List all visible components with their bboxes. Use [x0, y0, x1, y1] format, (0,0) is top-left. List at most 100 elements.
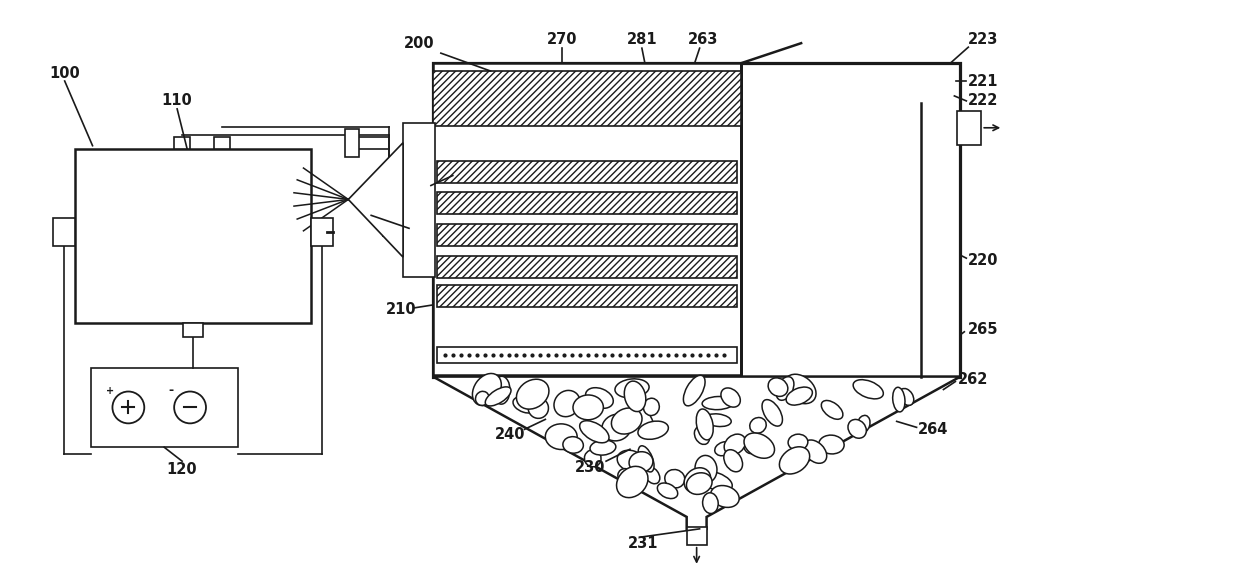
Bar — [436, 347, 738, 362]
Bar — [74, 148, 311, 323]
Ellipse shape — [563, 437, 583, 453]
Ellipse shape — [848, 419, 867, 438]
Text: 230: 230 — [575, 459, 605, 474]
Ellipse shape — [683, 375, 706, 406]
Ellipse shape — [615, 379, 649, 398]
Text: 240: 240 — [495, 427, 526, 442]
Text: 231: 231 — [627, 536, 658, 551]
Bar — [53, 218, 74, 246]
Ellipse shape — [821, 400, 843, 419]
Ellipse shape — [475, 392, 490, 405]
Ellipse shape — [629, 405, 653, 432]
Ellipse shape — [611, 408, 642, 434]
Ellipse shape — [546, 424, 577, 450]
Bar — [436, 256, 738, 278]
Ellipse shape — [629, 385, 641, 411]
Text: 265: 265 — [968, 322, 998, 338]
Ellipse shape — [704, 414, 732, 426]
Text: 263: 263 — [687, 32, 718, 47]
Ellipse shape — [804, 440, 827, 463]
Bar — [184, 323, 203, 337]
Ellipse shape — [629, 452, 653, 473]
Ellipse shape — [714, 442, 734, 456]
Text: 110: 110 — [161, 93, 192, 108]
Bar — [433, 63, 960, 376]
Bar — [215, 137, 229, 148]
Bar — [687, 527, 707, 545]
Bar — [311, 218, 334, 246]
Ellipse shape — [694, 455, 717, 483]
Bar — [403, 123, 435, 277]
Text: 250: 250 — [381, 225, 412, 240]
Ellipse shape — [480, 380, 501, 405]
Ellipse shape — [786, 387, 812, 405]
Text: 223: 223 — [968, 32, 998, 47]
Ellipse shape — [744, 437, 759, 454]
Text: 262: 262 — [959, 372, 988, 387]
Ellipse shape — [601, 414, 631, 441]
Ellipse shape — [513, 397, 538, 413]
Ellipse shape — [744, 433, 775, 458]
Text: 200: 200 — [404, 36, 434, 50]
Ellipse shape — [893, 387, 905, 412]
Ellipse shape — [696, 409, 713, 440]
Bar — [433, 63, 742, 375]
Ellipse shape — [639, 446, 653, 472]
Text: +: + — [60, 223, 68, 233]
Bar — [436, 285, 738, 307]
Ellipse shape — [637, 421, 668, 439]
Ellipse shape — [590, 440, 616, 455]
Text: 270: 270 — [547, 32, 578, 47]
Ellipse shape — [768, 378, 787, 396]
Ellipse shape — [720, 388, 740, 407]
Text: 222: 222 — [968, 93, 998, 108]
Ellipse shape — [494, 376, 510, 404]
Text: 221: 221 — [968, 74, 998, 89]
Ellipse shape — [687, 473, 712, 494]
Ellipse shape — [684, 467, 711, 493]
Bar — [345, 129, 360, 157]
Ellipse shape — [665, 470, 684, 488]
Text: 100: 100 — [50, 66, 81, 81]
Ellipse shape — [472, 374, 501, 405]
Ellipse shape — [645, 467, 660, 484]
Ellipse shape — [694, 427, 709, 444]
Ellipse shape — [724, 434, 745, 455]
Bar — [436, 193, 738, 215]
Ellipse shape — [785, 374, 816, 404]
Ellipse shape — [702, 397, 734, 409]
Ellipse shape — [528, 398, 548, 418]
Ellipse shape — [899, 389, 914, 405]
Ellipse shape — [516, 379, 549, 409]
Ellipse shape — [579, 420, 609, 443]
Ellipse shape — [703, 493, 718, 513]
Ellipse shape — [750, 418, 766, 433]
Bar — [174, 137, 190, 148]
Ellipse shape — [485, 387, 511, 406]
Text: -: - — [169, 383, 174, 397]
Text: 120: 120 — [167, 462, 197, 477]
Ellipse shape — [585, 387, 614, 408]
Polygon shape — [348, 143, 403, 257]
Ellipse shape — [763, 400, 782, 426]
Bar — [433, 71, 742, 126]
Ellipse shape — [644, 398, 660, 415]
Ellipse shape — [657, 483, 678, 499]
Ellipse shape — [616, 466, 649, 498]
Ellipse shape — [857, 415, 870, 433]
Polygon shape — [433, 376, 960, 529]
Ellipse shape — [789, 434, 807, 450]
Ellipse shape — [853, 380, 883, 399]
Ellipse shape — [711, 485, 739, 508]
Ellipse shape — [624, 381, 646, 412]
Ellipse shape — [554, 390, 580, 416]
Text: 220: 220 — [968, 253, 998, 267]
Bar — [957, 111, 981, 144]
Ellipse shape — [573, 395, 604, 420]
Ellipse shape — [776, 376, 794, 400]
Ellipse shape — [584, 450, 601, 467]
Ellipse shape — [618, 450, 645, 472]
Ellipse shape — [780, 447, 810, 474]
Text: 211: 211 — [404, 181, 434, 196]
Ellipse shape — [701, 472, 733, 491]
